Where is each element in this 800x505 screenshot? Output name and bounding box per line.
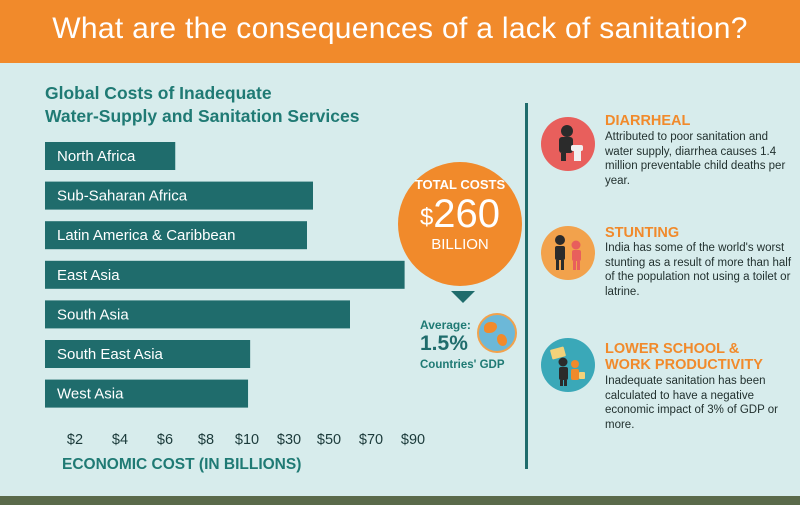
average-value: 1.5% [420, 332, 468, 355]
section-title-stunting: STUNTING [605, 225, 680, 241]
x-tick-label: $8 [198, 432, 214, 448]
chart-title-line-1: Global Costs of Inadequate [45, 83, 272, 103]
total-costs-amount: $260 [398, 192, 522, 236]
x-tick-label: $70 [359, 432, 383, 448]
section-text-stunting: India has some of the world's worst stun… [605, 242, 792, 298]
bar [45, 221, 307, 250]
bar-category-label: North Africa [57, 148, 136, 165]
section-text-productivity: Inadequate sanitation has been calculate… [605, 375, 778, 431]
toilet-person-icon [541, 117, 595, 171]
total-costs-circle: TOTAL COSTS $260 BILLION [398, 162, 522, 286]
section-title-productivity-line-2: WORK PRODUCTIVITY [605, 357, 763, 373]
bar-category-label: South East Asia [57, 346, 164, 363]
section-title-productivity-line-1: LOWER SCHOOL & [605, 341, 740, 357]
average-footnote: Countries' GDP [420, 359, 505, 371]
x-tick-label: $6 [157, 432, 173, 448]
globe-icon [477, 313, 517, 353]
bar [45, 340, 251, 368]
total-costs-unit: BILLION [431, 236, 489, 253]
bar [45, 142, 176, 170]
bar [45, 300, 350, 329]
total-amount-value: 260 [433, 192, 501, 236]
bar [45, 379, 249, 408]
x-tick-label: $2 [67, 432, 83, 448]
down-arrow-icon [451, 291, 475, 303]
x-tick-label: $4 [112, 432, 128, 448]
vertical-divider [525, 103, 528, 469]
header-banner: What are the consequences of a lack of s… [0, 0, 800, 63]
currency-symbol: $ [419, 204, 434, 231]
children-height-icon [541, 226, 595, 280]
x-axis-label: ECONOMIC COST (IN BILLIONS) [62, 456, 302, 473]
x-tick-label: $50 [317, 432, 341, 448]
bar-category-label: West Asia [57, 386, 124, 403]
x-tick-label: $30 [277, 432, 301, 448]
section-text-diarrheal: Attributed to poor sanitation and water … [605, 131, 786, 187]
x-tick-label: $90 [401, 432, 425, 448]
bar [45, 181, 313, 210]
bar-category-label: South Asia [57, 306, 129, 323]
chart-title: Global Costs of Inadequate Water-Supply … [45, 82, 445, 128]
bar [45, 260, 405, 289]
chart-title-line-2: Water-Supply and Sanitation Services [45, 106, 360, 126]
page-title: What are the consequences of a lack of s… [52, 12, 748, 45]
section-title-diarrheal: DIARRHEAL [605, 113, 691, 129]
bar-category-label: East Asia [57, 267, 120, 284]
average-label: Average: [420, 318, 471, 332]
bar-category-label: Sub-Saharan Africa [57, 188, 188, 205]
bar-category-label: Latin America & Caribbean [57, 227, 235, 244]
total-costs-label: TOTAL COSTS [414, 177, 506, 192]
x-tick-label: $10 [235, 432, 259, 448]
section-title-productivity: LOWER SCHOOL & WORK PRODUCTIVITY [605, 341, 763, 373]
school-work-icon [541, 338, 595, 392]
footer-strip [0, 496, 800, 505]
